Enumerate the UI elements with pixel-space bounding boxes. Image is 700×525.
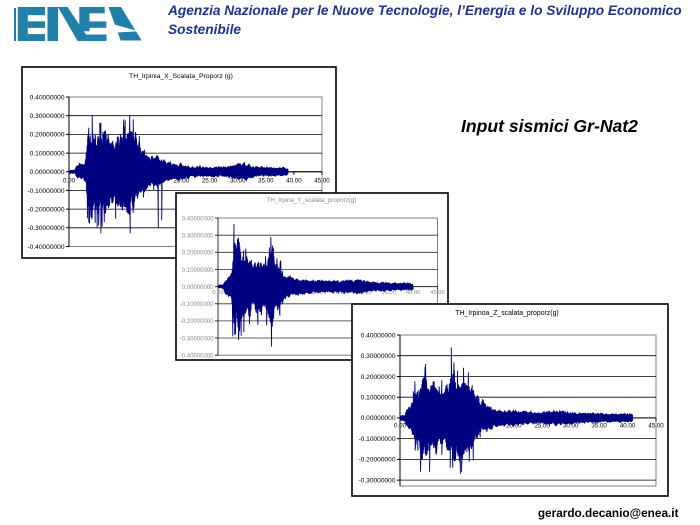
svg-text:-0.30000000: -0.30000000: [180, 336, 214, 342]
svg-text:45.00: 45.00: [648, 423, 664, 430]
svg-text:0.10000000: 0.10000000: [361, 395, 396, 402]
svg-text:0.10000000: 0.10000000: [182, 268, 214, 274]
svg-text:-0.20000000: -0.20000000: [180, 319, 214, 325]
svg-text:0.00: 0.00: [212, 290, 223, 296]
svg-text:gerardo.decanio@enea.it: gerardo.decanio@enea.it: [538, 506, 679, 520]
svg-text:0.20000000: 0.20000000: [30, 132, 65, 139]
svg-text:0.10000000: 0.10000000: [30, 150, 65, 157]
svg-text:25.00: 25.00: [534, 423, 550, 430]
svg-text:0.30000000: 0.30000000: [182, 234, 214, 240]
svg-text:0.40000000: 0.40000000: [182, 216, 214, 222]
svg-text:0.00000000: 0.00000000: [182, 285, 214, 291]
svg-text:-0.30000000: -0.30000000: [27, 225, 64, 232]
svg-text:Agenzia Nazionale per le Nuove: Agenzia Nazionale per le Nuove Tecnologi…: [167, 3, 682, 18]
svg-text:40.00: 40.00: [620, 423, 636, 430]
svg-text:45.00: 45.00: [430, 290, 445, 296]
svg-text:-0.30000000: -0.30000000: [358, 477, 395, 484]
svg-text:Input sismici Gr-Nat2: Input sismici Gr-Nat2: [461, 116, 638, 136]
svg-text:-0.40000000: -0.40000000: [27, 244, 64, 251]
svg-text:30.00: 30.00: [563, 423, 579, 430]
svg-text:20.00: 20.00: [308, 290, 323, 296]
svg-text:Sostenibile: Sostenibile: [168, 22, 241, 37]
svg-text:0.00: 0.00: [63, 178, 76, 185]
svg-text:40.00: 40.00: [406, 290, 421, 296]
svg-text:45.00: 45.00: [314, 178, 330, 185]
svg-text:-0.20000000: -0.20000000: [358, 457, 395, 464]
svg-text:TH_Irpinia_X_Scalata_Proporz (: TH_Irpinia_X_Scalata_Proporz (g): [129, 73, 233, 80]
svg-text:35.00: 35.00: [381, 290, 396, 296]
svg-text:0.30000000: 0.30000000: [30, 113, 65, 120]
svg-text:0.30000000: 0.30000000: [361, 353, 396, 360]
svg-text:0.00: 0.00: [394, 423, 407, 430]
svg-text:0.20000000: 0.20000000: [182, 251, 214, 257]
svg-text:30.00: 30.00: [230, 178, 246, 185]
svg-text:35.00: 35.00: [591, 423, 607, 430]
svg-text:25.00: 25.00: [333, 290, 348, 296]
svg-text:-0.10000000: -0.10000000: [358, 436, 395, 443]
svg-text:20.00: 20.00: [506, 423, 522, 430]
svg-text:0.20000000: 0.20000000: [361, 374, 396, 381]
svg-text:0.40000000: 0.40000000: [30, 94, 65, 101]
svg-text:-0.10000000: -0.10000000: [180, 302, 214, 308]
svg-text:30.00: 30.00: [357, 290, 372, 296]
svg-text:-0.10000000: -0.10000000: [27, 188, 64, 195]
svg-text:-0.20000000: -0.20000000: [27, 206, 64, 213]
svg-text:25.00: 25.00: [202, 178, 218, 185]
svg-text:40.00: 40.00: [286, 178, 302, 185]
svg-text:0.40000000: 0.40000000: [361, 332, 396, 339]
svg-text:0.00000000: 0.00000000: [30, 169, 65, 176]
svg-text:TH_Irpinoa_Z_scalata_proporz(g: TH_Irpinoa_Z_scalata_proporz(g): [455, 310, 558, 317]
svg-text:-0.40000000: -0.40000000: [180, 354, 214, 360]
svg-text:20.00: 20.00: [174, 178, 190, 185]
svg-text:35.00: 35.00: [258, 178, 274, 185]
svg-text:TH_Irpina_Y_scalata_proporz(g): TH_Irpina_Y_scalata_proporz(g): [267, 197, 357, 204]
svg-text:0.00000000: 0.00000000: [361, 415, 396, 422]
